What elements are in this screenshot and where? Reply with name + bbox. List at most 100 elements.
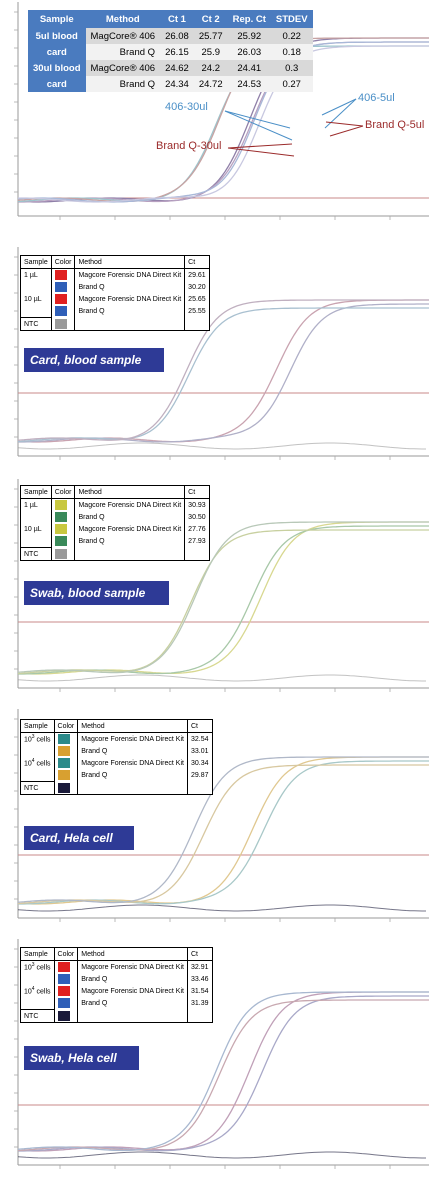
banner-swab-hela: Swab, Hela cell [24,1046,139,1070]
table-cell: 24.72 [193,76,228,92]
method-cell: Brand Q [77,973,188,985]
ct-cell: 33.46 [186,973,212,985]
color-swatch-cell [50,268,75,281]
ct-cell [186,1009,212,1023]
chart-panel-2: Sample Color Method Ct 1 µL Magcore Forensic … [0,245,429,477]
chart-panel-3: Sample Color Method Ct 1 µL Magcore Forensic … [0,477,429,707]
ct-cell: 32.54 [186,732,212,745]
pointer-brandq-5ul [325,121,364,127]
color-swatch-cell [50,535,75,548]
banner-card-blood: Card, blood sample [24,348,164,372]
ct-cell [184,317,210,331]
color-swatch-cell [50,511,75,523]
ct-legend-table-2: Sample Color Method Ct 1 µL Magcore Forensic … [20,255,210,331]
method-cell: Brand Q [74,535,185,548]
sample-cell: 1 µL [24,271,38,279]
amplification-plot-1 [14,2,429,220]
table-cell: 25.77 [193,28,228,44]
color-swatch-cell [50,293,75,305]
table-row: Brand Q 33.01 [21,745,212,757]
color-swatch-cell [50,281,75,293]
table-header: Color [53,719,78,733]
table-row: Brand Q 29.87 [21,769,212,782]
color-swatch-cell [53,960,78,973]
ct-summary-table: Sample Method Ct 1 Ct 2 Rep. Ct STDEV 5ul bloo… [28,10,313,92]
color-swatch [54,500,67,510]
table-header: Sample [20,255,52,269]
sample-cell: NTC [20,317,52,331]
method-cell: Brand Q [74,281,185,293]
color-swatch-cell [50,305,75,318]
table-header: Ct [186,719,212,733]
method-cell: Magcore Forensic DNA Direct Kit [77,757,188,769]
amplification-plot-2 [14,247,429,460]
table-row: Brand Q 30.50 [21,511,210,523]
color-swatch [57,782,70,793]
table-row: 103 cells Magcore Forensic DNA Direct Kit… [21,960,212,973]
table-row: Brand Q 31.39 [21,997,212,1010]
ct-cell: 30.34 [186,757,212,769]
table-cell: 26.03 [227,44,271,60]
color-swatch-cell [53,745,78,757]
chart-panel-4: Sample Color Method Ct 103 cells Magcore Fore… [0,707,429,937]
color-swatch [54,524,67,534]
amplification-curve [17,529,429,675]
table-row: NTC [20,547,210,561]
sample-cell: NTC [20,1009,55,1023]
table-header: STDEV [270,10,313,28]
table-row: 104 cells Magcore Forensic DNA Direct Kit… [21,757,212,769]
sample-cell: 103 cells [24,962,51,972]
ntc-curve [17,442,426,450]
table-cell: 24.34 [160,76,194,92]
color-swatch-cell [53,732,78,745]
table-header: Sample [20,719,55,733]
sample-cell: card [28,76,86,92]
ct-cell: 31.39 [186,997,212,1010]
table-header: Method [74,485,185,499]
color-swatch-cell [53,769,78,782]
table-cell: 24.53 [227,76,271,92]
table-header: Method [77,719,188,733]
table-row: 5ul blood MagCore® 406 26.08 25.77 25.92 0.22 [28,28,313,44]
ct-cell: 30.20 [184,281,210,293]
sample-cell [21,973,55,985]
pointer-brandq-5ul [329,125,364,137]
amplification-curve [17,299,429,441]
table-cell: 24.41 [227,60,271,76]
sample-cell: 30ul blood [28,60,86,76]
ct-cell [186,781,212,795]
pointer-brandq-30ul [227,143,293,149]
color-swatch [54,318,67,329]
table-row: 103 cells Magcore Forensic DNA Direct Kit… [21,732,212,745]
table-header: Ct [186,947,212,961]
ct-cell: 29.61 [184,268,210,281]
color-swatch [54,306,67,317]
sample-cell: 1 µL [24,501,38,509]
amplification-plot-5 [14,939,429,1169]
sample-cell: NTC [20,547,52,561]
table-cell: 0.27 [270,76,313,92]
table-header: Sample [20,947,55,961]
method-cell: Brand Q [77,769,188,782]
table-header-row: Sample Color Method Ct [20,947,212,961]
table-row: Brand Q 27.93 [21,535,210,548]
table-header: Rep. Ct [227,10,271,28]
amplification-curve [17,991,429,1152]
table-header: Ct 2 [193,10,228,28]
table-cell: 0.18 [270,44,313,60]
table-row: card Brand Q 26.15 25.9 26.03 0.18 [28,44,313,60]
pointer-brandq-30ul [227,147,295,157]
amplification-curve [17,756,429,904]
ct-cell: 27.76 [184,523,210,535]
table-header: Method [85,10,161,28]
ct-cell: 25.55 [184,305,210,318]
table-row: 10 µL Magcore Forensic DNA Direct Kit 25.6… [21,293,210,305]
sample-cell: 10 µL [24,295,42,303]
color-swatch [54,270,67,280]
color-swatch [57,1010,70,1021]
sample-cell: 103 cells [24,734,51,744]
ct-cell [184,547,210,561]
table-header: Ct [184,485,210,499]
amplification-curve [17,764,429,905]
method-cell: Magcore Forensic DNA Direct Kit [74,293,185,305]
